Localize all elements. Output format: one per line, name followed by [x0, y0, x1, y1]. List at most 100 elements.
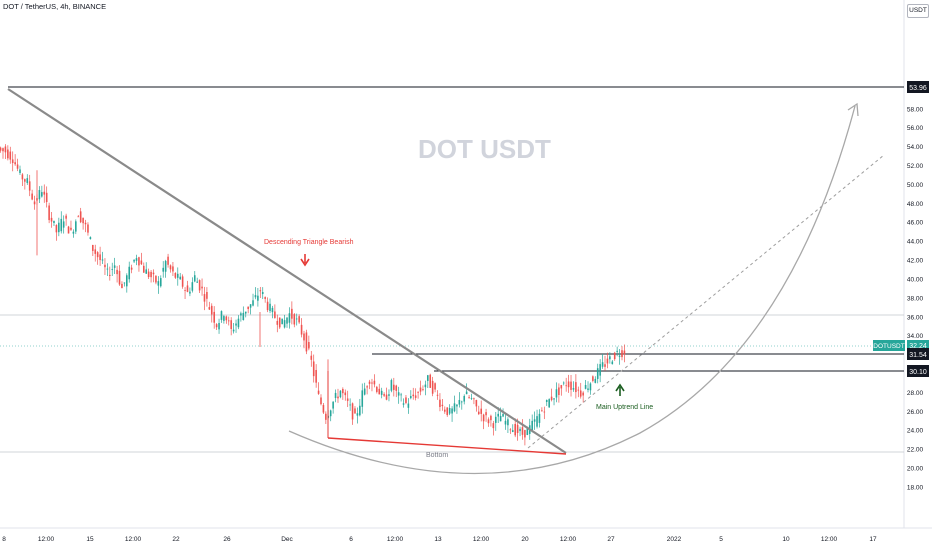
- candle-body: [378, 388, 381, 395]
- candle-body: [206, 292, 208, 299]
- candle-body: [244, 311, 247, 314]
- candle-body: [368, 381, 371, 384]
- bottom-label[interactable]: Bottom: [426, 452, 449, 459]
- candle-body: [145, 269, 148, 274]
- candle-body: [618, 355, 621, 357]
- candle-body: [524, 430, 526, 438]
- candle-body: [494, 416, 497, 423]
- bottom-arc[interactable]: [288, 105, 856, 475]
- candle-body: [439, 399, 441, 408]
- candle-body: [458, 399, 461, 405]
- x-tick-label: 15: [86, 536, 94, 543]
- candle-body: [300, 324, 303, 335]
- bottom-trendline[interactable]: [327, 437, 567, 455]
- candle-body: [48, 205, 50, 221]
- candle-body: [354, 408, 356, 414]
- candle-body: [186, 285, 189, 292]
- descending-trendline[interactable]: [7, 88, 567, 454]
- y-tick-label: 46.00: [907, 220, 924, 227]
- candle-body: [572, 388, 575, 390]
- x-tick-label: 12:00: [560, 536, 577, 543]
- candle-body: [431, 380, 434, 394]
- candle-body: [87, 224, 89, 233]
- candle-body: [230, 320, 232, 330]
- y-tick-label: 36.00: [907, 314, 924, 321]
- candle-body: [497, 413, 499, 417]
- candle-body: [422, 389, 424, 390]
- candle-body: [111, 269, 114, 270]
- candle-body: [317, 390, 320, 394]
- candle-body: [65, 215, 67, 219]
- y-tick-label: 52.00: [907, 163, 924, 170]
- candle-body: [601, 362, 604, 367]
- candle-body: [582, 392, 584, 396]
- candle-body: [128, 266, 131, 280]
- currency-unit-button[interactable]: USDT: [907, 4, 929, 18]
- candle-body: [465, 391, 468, 395]
- candle-body: [519, 428, 521, 432]
- y-tick-label: 50.00: [907, 182, 924, 189]
- candle-body: [555, 389, 558, 398]
- candle-body: [397, 392, 400, 396]
- candle-body: [553, 398, 555, 400]
- candle-body: [312, 361, 315, 377]
- candle-body: [223, 316, 225, 321]
- main-uptrend-label[interactable]: Main Uptrend Line: [596, 404, 654, 411]
- candle-body: [261, 291, 264, 295]
- candle-body: [130, 267, 133, 270]
- descending-triangle-label[interactable]: Descending Triangle Bearish: [264, 239, 354, 246]
- candle-body: [596, 368, 599, 379]
- candle-body: [237, 318, 240, 328]
- candle-body: [560, 385, 563, 389]
- candle-body: [514, 423, 516, 436]
- x-tick-label: 6: [349, 536, 353, 543]
- x-tick-label: 26: [223, 536, 231, 543]
- candle-body: [72, 231, 75, 234]
- candle-body: [123, 282, 126, 284]
- candle-body: [407, 403, 410, 408]
- candle-body: [448, 407, 451, 414]
- candle-body: [536, 416, 538, 427]
- candle-body: [305, 332, 308, 352]
- candle-body: [613, 352, 616, 360]
- candle-body: [288, 313, 291, 323]
- candle-body: [159, 278, 162, 287]
- candle-body: [456, 404, 458, 407]
- candle-body: [543, 411, 546, 413]
- candle-body: [210, 305, 213, 315]
- y-tick-label: 22.00: [907, 447, 924, 454]
- y-tick-label: 54.00: [907, 144, 924, 151]
- candle-body: [191, 282, 194, 291]
- candle-body: [140, 260, 143, 265]
- candle-body: [247, 306, 249, 310]
- support-label: 30.10: [909, 369, 927, 376]
- candle-body: [7, 149, 9, 159]
- candle-body: [390, 380, 393, 391]
- candle-body: [383, 394, 385, 396]
- candle-body: [45, 192, 48, 203]
- candle-body: [322, 405, 325, 413]
- down-arrow-icon: [300, 254, 310, 267]
- candle-body: [351, 403, 354, 420]
- candle-body: [150, 271, 152, 278]
- candle-body: [325, 413, 327, 420]
- candle-body: [193, 275, 196, 282]
- candle-body: [356, 413, 359, 416]
- candle-body: [611, 361, 614, 365]
- candle-body: [242, 312, 245, 321]
- candle-body: [281, 318, 283, 325]
- candle-body: [410, 396, 412, 399]
- candle-body: [293, 314, 296, 325]
- main-uptrend-line[interactable]: [527, 154, 885, 449]
- candle-body: [405, 397, 407, 403]
- y-tick-label: 20.00: [907, 466, 924, 473]
- candle-body: [213, 311, 215, 323]
- y-tick-label: 58.00: [907, 106, 924, 113]
- candle-body: [298, 316, 300, 323]
- candle-body: [558, 387, 560, 396]
- arc-arrowhead: [847, 102, 859, 117]
- candle-body: [499, 415, 502, 422]
- x-tick-label: 10: [782, 536, 790, 543]
